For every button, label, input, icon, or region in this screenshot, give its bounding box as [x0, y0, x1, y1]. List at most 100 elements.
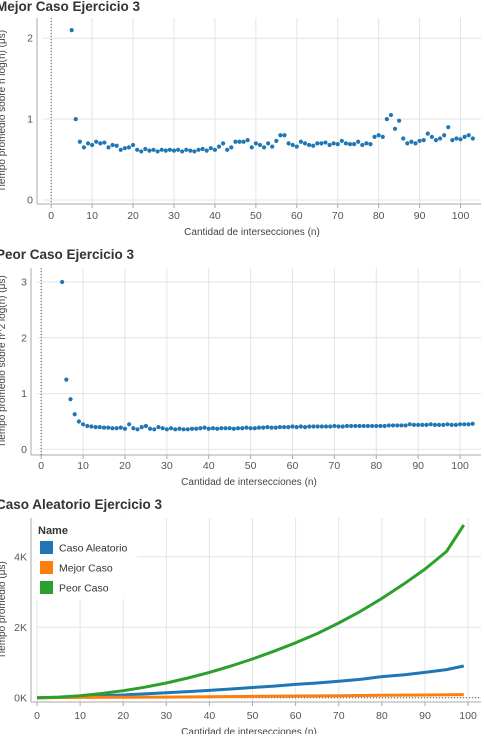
- data-point: [198, 426, 203, 431]
- data-point: [470, 136, 475, 141]
- chart-3: Caso Aleatorio Ejercicio 3 0 10 20 30 40 50 60 7…: [0, 497, 481, 738]
- legend-swatch: [40, 561, 53, 574]
- data-point: [353, 423, 358, 429]
- data-point: [130, 142, 136, 148]
- data-point: [386, 423, 391, 428]
- data-point: [323, 140, 328, 145]
- data-point: [135, 427, 140, 432]
- data-point: [90, 142, 95, 148]
- data-point: [382, 423, 387, 429]
- chart-1: Mejor Caso Ejercicio 30 10 20 30 40 50 60 70 80 9…: [0, 0, 481, 238]
- data-point: [399, 423, 404, 428]
- data-point: [69, 28, 74, 33]
- data-point: [167, 147, 172, 152]
- data-point: [307, 424, 312, 429]
- data-point: [397, 118, 402, 123]
- data-point: [114, 143, 119, 148]
- data-point: [458, 137, 463, 142]
- data-point: [225, 147, 230, 152]
- x-tick-label: 30: [168, 210, 180, 222]
- data-point: [416, 422, 421, 427]
- data-point: [344, 423, 350, 429]
- data-point: [248, 426, 253, 431]
- chart-title: Peor Caso Ejercicio 3: [0, 247, 135, 262]
- data-point: [378, 423, 383, 429]
- data-point: [298, 424, 303, 429]
- data-point: [212, 147, 218, 152]
- data-point: [466, 133, 471, 138]
- x-tick-label: 30: [160, 710, 172, 722]
- data-point: [97, 424, 102, 430]
- data-point: [323, 424, 329, 429]
- data-point: [221, 141, 226, 146]
- data-point: [77, 139, 82, 144]
- data-point: [376, 133, 381, 138]
- chart-title: Caso Aleatorio Ejercicio 3: [0, 497, 163, 512]
- data-point: [98, 141, 103, 146]
- data-point: [143, 423, 149, 429]
- data-point: [432, 422, 438, 427]
- data-point: [210, 426, 216, 431]
- data-point: [327, 142, 332, 148]
- data-point: [240, 426, 245, 431]
- data-point: [450, 138, 455, 143]
- data-point: [282, 424, 287, 430]
- series-line-caso-aleatorio: [36, 664, 465, 700]
- data-point: [192, 149, 197, 154]
- data-point: [188, 148, 193, 153]
- x-tick-label: 60: [291, 210, 303, 222]
- data-point: [85, 141, 91, 146]
- data-point: [245, 138, 250, 143]
- data-point: [409, 139, 414, 144]
- data-point: [147, 426, 153, 431]
- y-tick-label: 1: [21, 388, 27, 400]
- data-point: [441, 422, 446, 427]
- data-point: [204, 148, 209, 153]
- data-point: [202, 425, 207, 430]
- data-point: [173, 427, 178, 432]
- x-tick-label: 50: [245, 460, 257, 472]
- y-tick-label: 0: [27, 194, 33, 206]
- x-tick-label: 80: [370, 460, 382, 472]
- data-point: [106, 145, 111, 150]
- legend: Name Caso Aleatorio Mejor Caso Peor Caso: [33, 519, 137, 599]
- data-point: [114, 426, 119, 431]
- legend-title: Name: [38, 525, 68, 537]
- y-tick-label: 4K: [14, 551, 27, 563]
- data-point: [127, 422, 132, 427]
- data-point: [368, 142, 373, 147]
- data-point: [122, 426, 128, 431]
- data-point: [417, 138, 422, 144]
- y-axis-label: Tiempo promedio sobre n^2 log(n) (μs): [0, 275, 8, 447]
- x-tick-label: 70: [332, 210, 344, 222]
- data-point: [235, 426, 241, 431]
- data-point: [395, 423, 400, 428]
- data-point: [76, 419, 81, 424]
- data-point: [290, 424, 295, 429]
- data-point: [216, 144, 222, 149]
- legend-entry: Caso Aleatorio: [59, 543, 127, 555]
- data-point: [335, 142, 340, 147]
- x-tick-label: 20: [117, 710, 129, 722]
- data-point: [306, 142, 312, 148]
- data-point: [68, 397, 73, 402]
- data-point: [257, 142, 263, 148]
- data-point: [352, 142, 357, 147]
- data-point: [380, 134, 385, 139]
- x-tick-label: 0: [48, 210, 54, 222]
- legend-swatch: [40, 581, 53, 594]
- data-point: [93, 424, 98, 430]
- x-tick-label: 90: [419, 710, 431, 722]
- data-point: [163, 148, 168, 153]
- data-point: [343, 141, 349, 146]
- data-point: [294, 424, 299, 430]
- x-axis-label: Cantidad de intersecciones (n): [184, 227, 320, 238]
- data-point: [282, 133, 287, 138]
- data-point: [60, 279, 65, 285]
- data-point: [135, 147, 140, 152]
- data-point: [253, 141, 258, 146]
- x-tick-label: 40: [204, 710, 216, 722]
- data-point: [361, 423, 366, 429]
- data-point: [131, 426, 136, 431]
- series-line-peor-caso: [36, 524, 466, 700]
